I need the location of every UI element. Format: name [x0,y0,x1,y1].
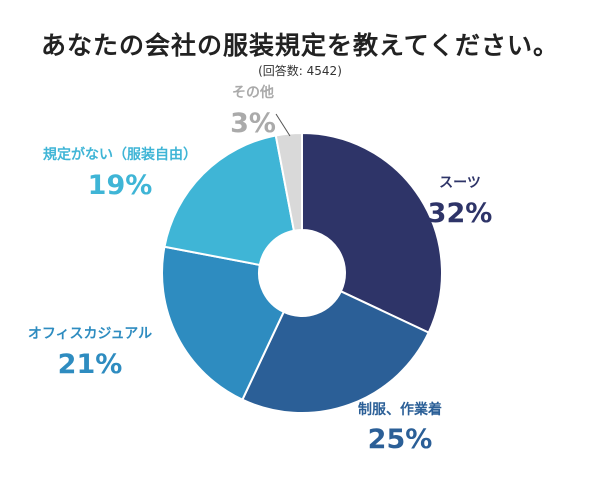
chart-subtitle: (回答数: 4542) [258,64,342,78]
slice-label-name-2: 制服、作業着 [358,401,442,418]
slice-label-name-1: スーツ [439,175,481,191]
slice-label-value-4: 19% [88,170,153,201]
slice-1 [301,131,443,334]
slice-label-value-1: 32% [428,198,493,229]
slice-3 [161,245,286,402]
slice-label-value-5: 3% [230,108,276,139]
slice-label-name-3: オフィスカジュアル [28,326,152,342]
slice-label-value-3: 21% [58,349,123,380]
slice-2 [241,289,431,414]
chart-title: あなたの会社の服装規定を教えてください。 [40,31,559,60]
slice-labels: スーツ 32% 制服、作業着 25% オフィスカジュアル 21% 規定がない（服装自由） 19… [28,84,492,455]
slice-label-name-4: 規定がない（服装自由） [43,146,197,163]
slice-label-name-5: その他 [232,84,274,101]
donut-slices [161,131,443,414]
slice-5 [274,131,303,232]
slice-label-value-2: 25% [368,424,433,455]
other-leader-line [275,113,291,137]
slice-4 [163,134,296,267]
